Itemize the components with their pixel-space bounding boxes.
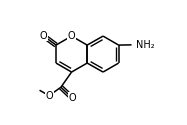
Text: O: O: [68, 93, 76, 103]
Text: O: O: [68, 31, 75, 41]
Text: NH₂: NH₂: [136, 40, 155, 50]
Text: O: O: [45, 91, 53, 101]
Text: O: O: [39, 30, 47, 40]
